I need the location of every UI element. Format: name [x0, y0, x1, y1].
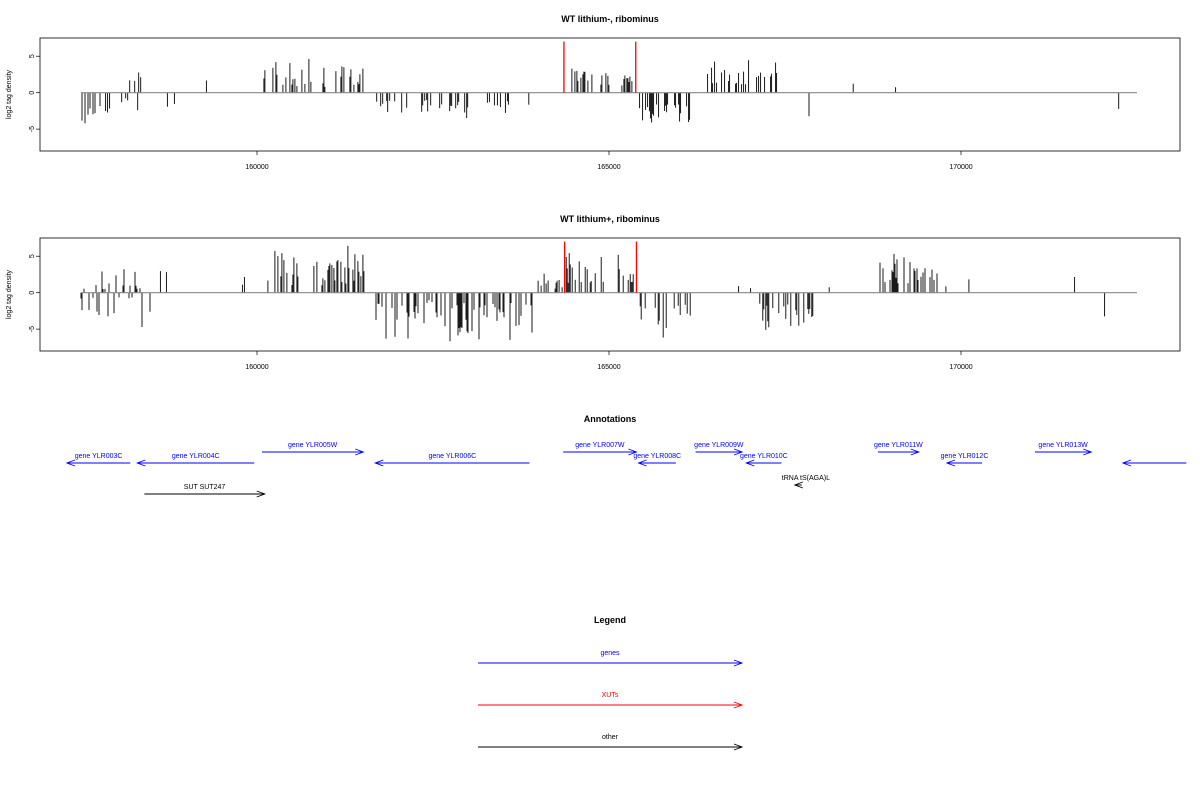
legend-arrowhead [733, 743, 744, 751]
density-panel-lithium-plus: WT lithium+, ribominus -5 0 5 log2 tag densi… [6, 214, 1181, 371]
x-tick-label: 170000 [949, 364, 972, 371]
legend-item: XUTs [478, 692, 744, 709]
annotation-label: gene YLR007W [575, 442, 625, 449]
plot-frame [39, 237, 1181, 352]
annotations-panel: Annotations gene YLR003C gene YLR004Cgene… [65, 414, 1187, 498]
annotation-feature: gene YLR003C [65, 453, 131, 467]
y-tick-label: 5 [29, 254, 36, 258]
annotation-arrow-arrowhead [136, 459, 146, 467]
y-tick-label: -5 [29, 126, 36, 132]
legend-label: genes [600, 650, 620, 657]
annotation-label: gene YLR008C [633, 453, 681, 460]
annotation-label: gene YLR006C [428, 453, 476, 460]
panel-title: WT lithium+, ribominus [560, 214, 660, 224]
legend-panel: Legend genes XUTs other [478, 615, 744, 751]
annotation-label: gene YLR012C [941, 453, 989, 460]
x-tick-label: 165000 [597, 164, 620, 171]
annotation-feature: gene YLR013W [1034, 442, 1093, 456]
panel-title: WT lithium-, ribominus [561, 14, 659, 24]
annotation-label: gene YLR003C [75, 453, 123, 460]
annotation-arrow-arrowhead [1083, 448, 1093, 456]
annotation-arrow-arrowhead [910, 448, 921, 456]
annotation-feature: gene YLR009W [694, 442, 744, 456]
annotation-arrow-arrowhead [355, 448, 365, 456]
density-bars [81, 58, 1120, 124]
annotation-feature: gene YLR004C [136, 453, 255, 467]
annotation-label: gene YLR009W [694, 442, 744, 449]
legend-arrowhead [733, 701, 744, 709]
x-tick-label: 160000 [245, 164, 268, 171]
annotation-label: gene YLR013W [1038, 442, 1088, 449]
annotation-feature: gene YLR010C [740, 453, 788, 467]
y-axis-label: log2 tag density [6, 69, 13, 119]
y-tick-label: 0 [29, 291, 36, 295]
annotation-feature: gene YLR012C [941, 453, 989, 467]
annotation-feature: gene YLR008C [633, 453, 681, 467]
x-tick-label: 170000 [949, 164, 972, 171]
annotation-feature: gene YLR007W [563, 442, 638, 456]
plot-frame [39, 37, 1181, 152]
annotation-arrow-arrowhead [1121, 459, 1132, 467]
legend-title: Legend [594, 615, 626, 625]
legend-label: other [602, 734, 619, 741]
y-tick-label: 0 [29, 91, 36, 95]
annotation-arrow-arrowhead [65, 459, 76, 467]
annotation-label: gene YLR011W [874, 442, 923, 449]
density-bars [80, 245, 1106, 342]
annotation-label: gene YLR004C [172, 453, 220, 460]
annotation-feature [1121, 459, 1187, 467]
annotation-arrow-arrowhead [793, 481, 804, 489]
y-tick-label: -5 [29, 326, 36, 332]
legend-label: XUTs [602, 692, 619, 699]
annotation-feature: gene YLR005W [261, 442, 365, 456]
annotation-feature: SUT SUT247 [144, 484, 267, 498]
annotation-feature: gene YLR006C [373, 453, 530, 467]
legend-arrowhead [733, 659, 744, 667]
legend-item: other [478, 734, 744, 751]
annotation-feature: tRNA tS(AGA)L [782, 475, 830, 489]
annotation-arrow-arrowhead [373, 459, 384, 467]
y-tick-label: 5 [29, 54, 36, 58]
legend-item: genes [478, 650, 744, 667]
annotation-arrow-arrowhead [744, 459, 755, 467]
annotation-arrow-arrowhead [945, 459, 956, 467]
annotation-arrow-arrowhead [628, 448, 638, 456]
annotation-label: tRNA tS(AGA)L [782, 475, 830, 482]
x-tick-label: 165000 [597, 364, 620, 371]
annotation-label: gene YLR010C [740, 453, 788, 460]
y-axis-label: log2 tag density [6, 269, 13, 319]
x-tick-label: 160000 [245, 364, 268, 371]
annotation-arrow-arrowhead [256, 490, 267, 498]
density-panel-lithium-minus: WT lithium-, ribominus -5 0 5 log2 tag densi… [6, 14, 1181, 171]
annotation-label: gene YLR005W [288, 442, 338, 449]
annotation-feature: gene YLR011W [874, 442, 923, 456]
annotation-arrow-arrowhead [733, 448, 744, 456]
annotation-features: gene YLR003C gene YLR004C gene YLR005W gene… [65, 442, 1187, 498]
annotation-label: SUT SUT247 [184, 484, 226, 491]
legend-items: genes XUTs other [478, 650, 744, 751]
annotation-arrow-arrowhead [637, 459, 647, 467]
annotations-title: Annotations [584, 414, 637, 424]
